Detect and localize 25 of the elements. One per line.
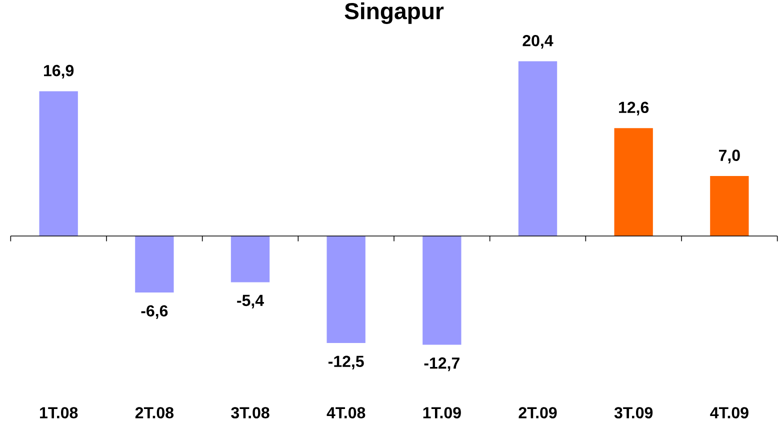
x-tick-label: 4T.09 xyxy=(710,407,748,418)
data-label: 12,6 xyxy=(619,102,649,116)
bar xyxy=(614,128,653,236)
data-label: -12,7 xyxy=(424,357,460,372)
bar xyxy=(135,236,174,292)
x-tick-label: 2T.09 xyxy=(518,407,557,418)
x-tick-label: 3T.08 xyxy=(231,407,270,418)
data-label: -12,5 xyxy=(328,356,364,370)
chart-title: Singapur xyxy=(344,2,444,24)
data-label: -5,4 xyxy=(237,294,264,308)
bar xyxy=(710,176,749,236)
x-tick-label: 2T.08 xyxy=(135,407,174,418)
bar xyxy=(326,236,366,343)
bar xyxy=(39,91,78,236)
bar xyxy=(422,236,462,345)
data-label: -6,6 xyxy=(141,305,168,319)
data-label: 20,4 xyxy=(522,34,554,49)
x-tick-label: 4T.08 xyxy=(326,407,366,418)
bar xyxy=(230,236,270,282)
x-tick-label: 1T.09 xyxy=(423,407,461,418)
x-tick-label: 3T.09 xyxy=(614,407,653,418)
bar xyxy=(518,61,558,236)
data-label: 7,0 xyxy=(718,150,740,164)
data-label: 16,9 xyxy=(44,64,74,79)
x-tick-label: 1T.08 xyxy=(40,407,78,418)
